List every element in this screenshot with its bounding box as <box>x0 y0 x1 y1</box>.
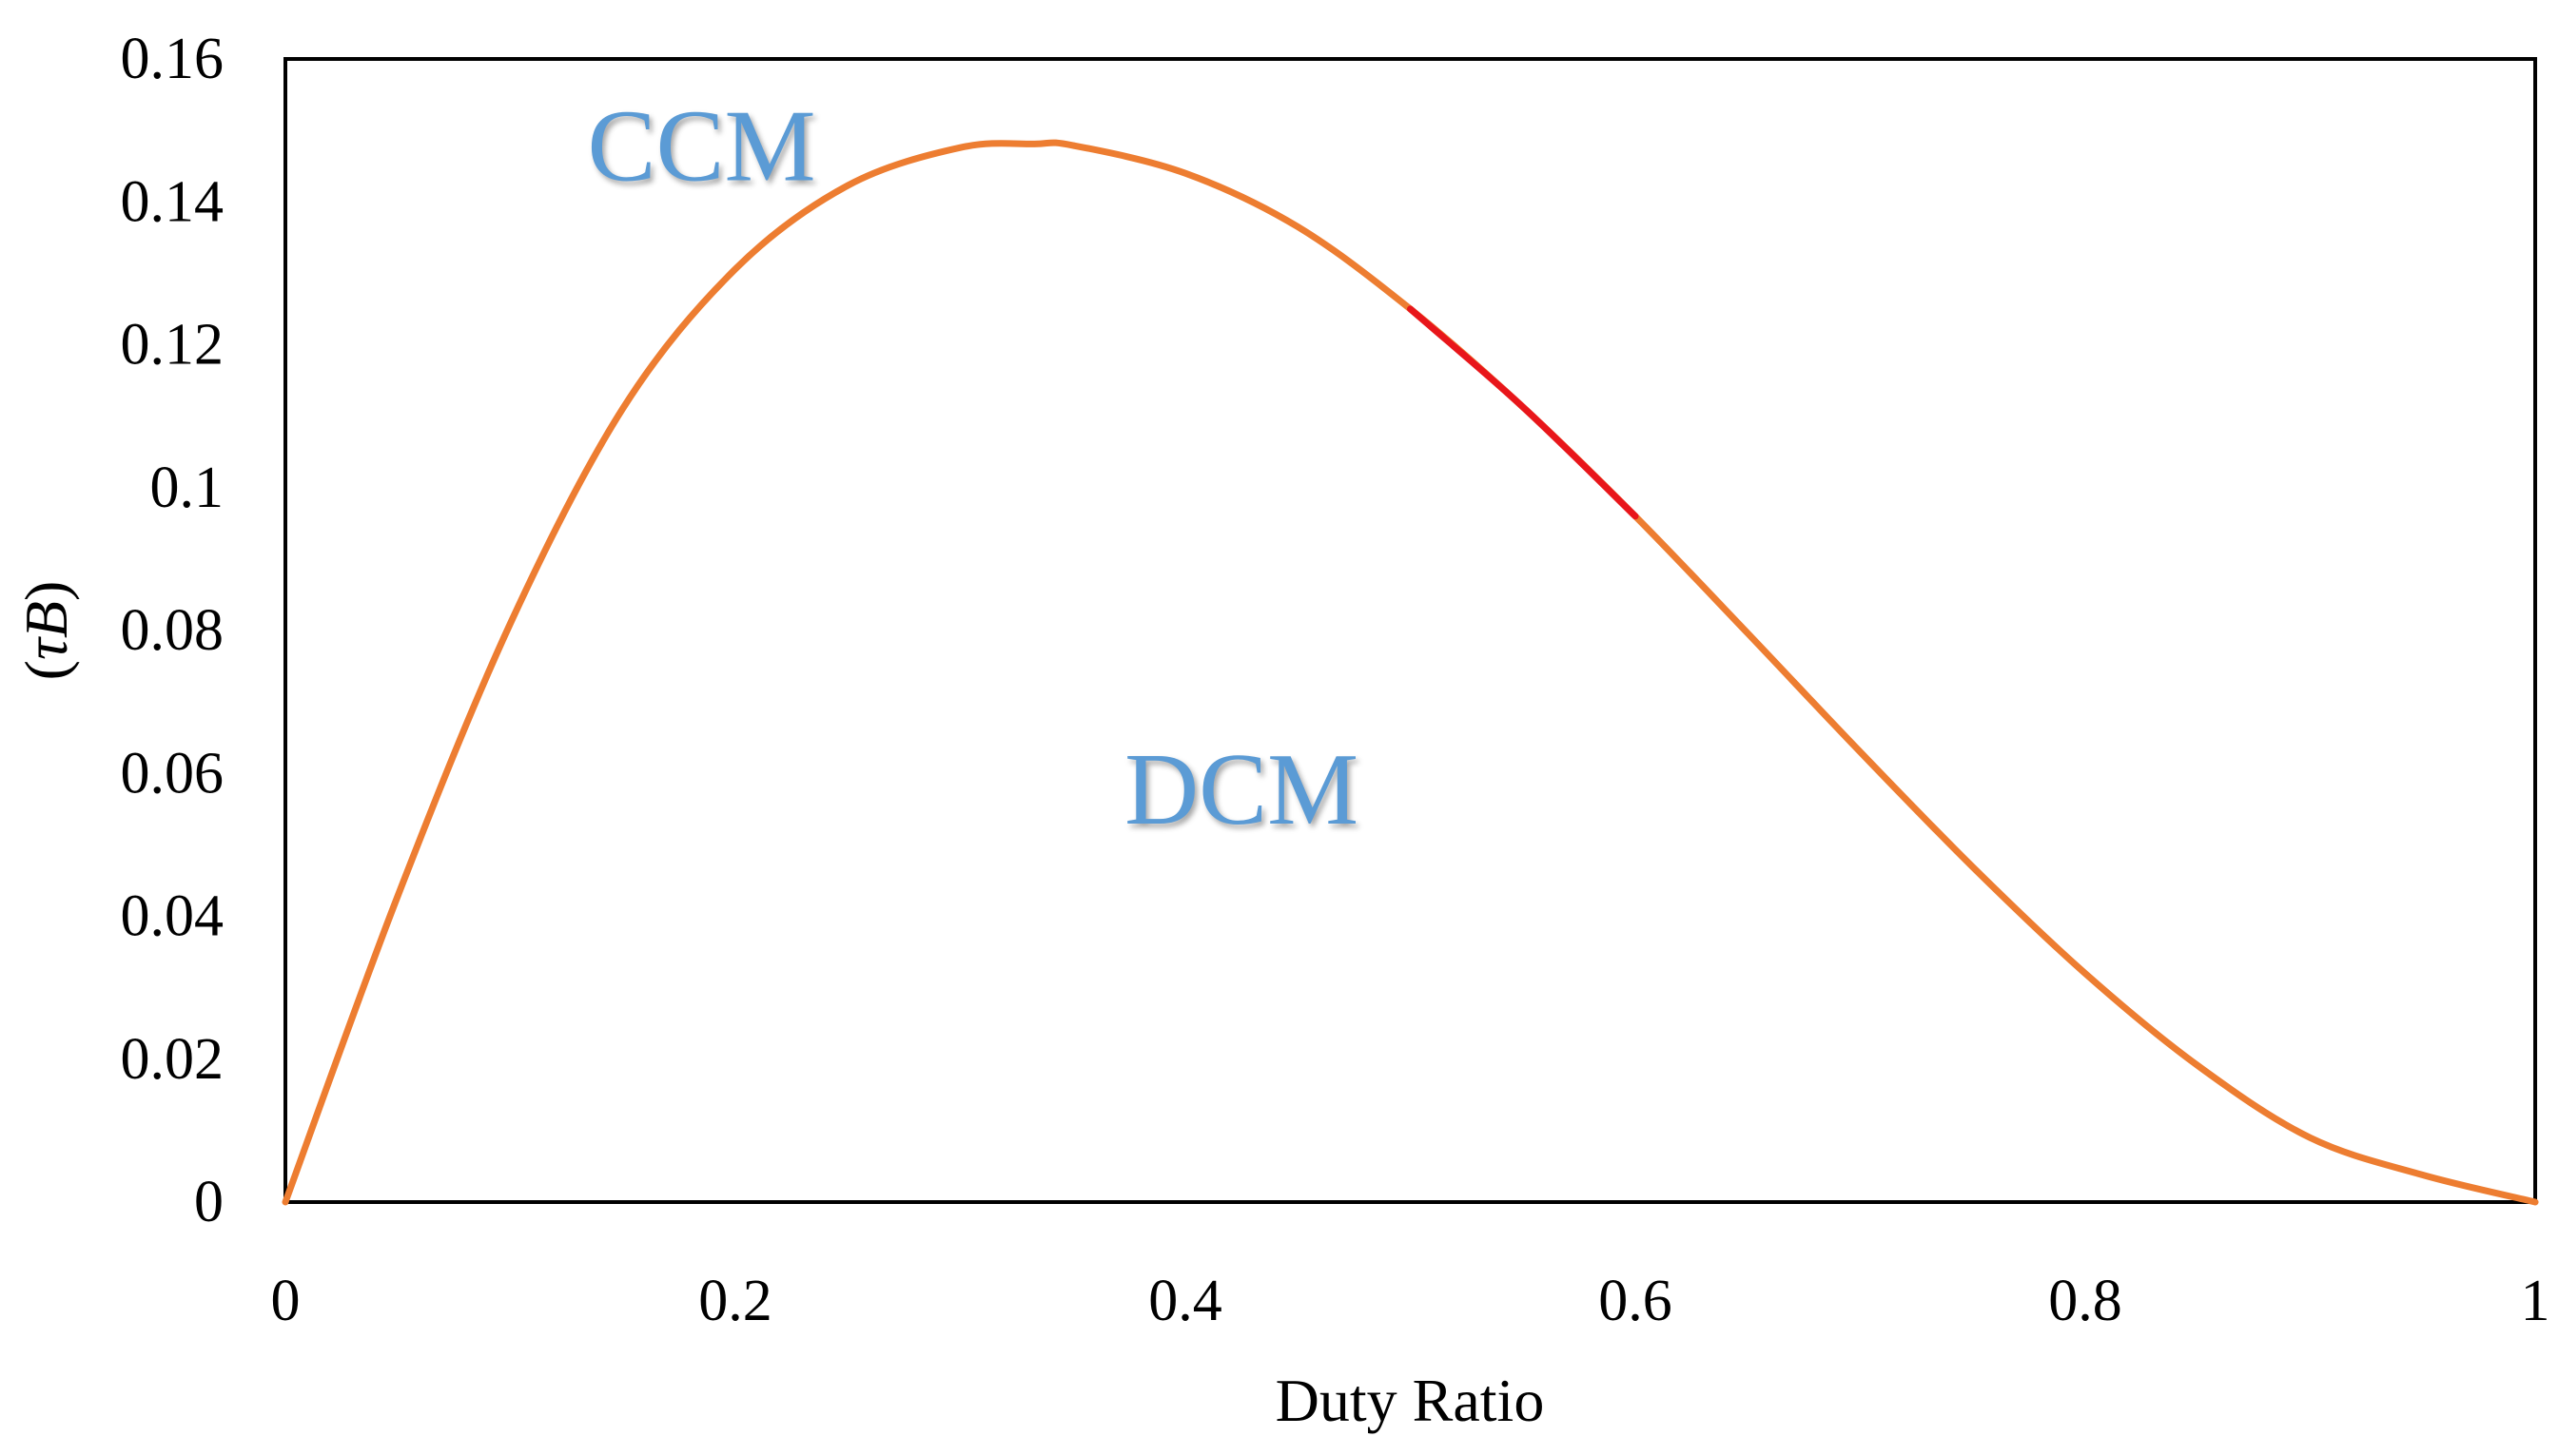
series-line-highlight <box>1407 305 1639 520</box>
y-tick-label: 0.08 <box>121 598 225 663</box>
y-tick-label: 0.1 <box>150 456 225 520</box>
region-label-dcm: DCM <box>1124 733 1358 846</box>
y-tick-label: 0.04 <box>121 884 225 949</box>
y-tick-label: 0.06 <box>121 741 225 806</box>
y-axis-label-open: ( <box>12 660 80 680</box>
x-tick-label: 0.6 <box>1598 1269 1672 1333</box>
x-tick-label: 0 <box>271 1269 301 1333</box>
y-axis-label-close: ) <box>12 581 80 601</box>
y-tick-label: 0.14 <box>121 169 225 234</box>
series-layer <box>282 139 2539 1206</box>
y-tick-label: 0 <box>194 1170 224 1234</box>
y-axis-ticks: 0 0.02 0.04 0.06 0.08 0.1 0.12 0.14 0.16 <box>121 27 225 1234</box>
x-tick-label: 1 <box>2521 1269 2550 1333</box>
annotation-layer: CCM DCM <box>587 90 1358 846</box>
x-axis-label: Duty Ratio <box>1276 1367 1545 1434</box>
region-label-ccm: CCM <box>587 90 815 204</box>
x-axis-ticks: 0 0.2 0.4 0.6 0.8 1 <box>271 1269 2550 1333</box>
y-axis-label: (τB) <box>12 581 80 681</box>
y-axis-label-symbol: τB <box>12 601 80 660</box>
x-tick-label: 0.2 <box>698 1269 772 1333</box>
y-tick-label: 0.16 <box>121 27 225 91</box>
x-tick-label: 0.4 <box>1148 1269 1222 1333</box>
y-tick-label: 0.02 <box>121 1027 225 1092</box>
plot-area <box>283 57 2537 1204</box>
series-line-boundary <box>282 139 2539 1206</box>
x-tick-label: 0.8 <box>2048 1269 2122 1333</box>
y-tick-label: 0.12 <box>121 313 225 378</box>
